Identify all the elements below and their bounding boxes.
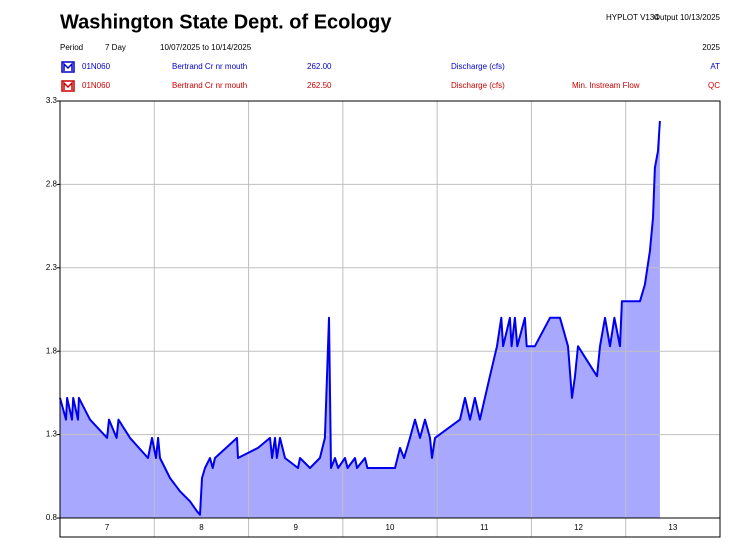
legend-note: Min. Instream Flow <box>572 81 640 90</box>
plot-area: 0.8 1.3 1.8 2.3 2.8 3.3 7 8 9 10 11 12 13 <box>46 96 721 538</box>
plot-border <box>59 100 721 538</box>
legend-parameter: Discharge (cfs) <box>451 62 505 71</box>
output-date: Output 10/13/2025 <box>654 13 721 22</box>
legend-parameter: Discharge (cfs) <box>451 81 505 90</box>
program: HYPLOT V134 <box>606 13 659 22</box>
y-tick-label: 2.3 <box>46 263 58 272</box>
x-tick-label: 11 <box>480 523 489 532</box>
legend-flag: AT <box>710 62 720 71</box>
y-tick-label: 1.8 <box>46 346 58 355</box>
legend-name: Bertrand Cr nr mouth <box>172 81 247 90</box>
line <box>59 120 661 516</box>
period-label: Period <box>60 43 83 52</box>
y-tick-label: 2.8 <box>46 180 58 189</box>
y-tick-label: 0.8 <box>46 513 58 522</box>
legend: 01N060 Bertrand Cr nr mouth 262.00 Discharg… <box>61 61 720 92</box>
x-tick-label: 13 <box>668 523 677 532</box>
x-tick-label: 10 <box>386 523 395 532</box>
legend-site: 01N060 <box>82 81 111 90</box>
year: 2025 <box>702 43 720 52</box>
x-tick-label: 9 <box>293 523 298 532</box>
legend-site: 01N060 <box>82 62 111 71</box>
date-range: 10/07/2025 to 10/14/2025 <box>160 43 252 52</box>
chart-title: Washington State Dept. of Ecology <box>60 11 392 33</box>
legend-code: 262.00 <box>307 62 332 71</box>
legend-icon-mark <box>63 81 73 90</box>
period: 7 Day <box>105 43 126 52</box>
area <box>60 121 660 518</box>
legend-flag: QC <box>708 81 720 90</box>
y-tick-label: 1.3 <box>46 430 58 439</box>
y-tick-label: 3.3 <box>46 96 58 105</box>
legend-code: 262.50 <box>307 81 332 90</box>
legend-icon-mark <box>63 62 73 71</box>
legend-name: Bertrand Cr nr mouth <box>172 62 247 71</box>
x-tick-label: 7 <box>105 523 110 532</box>
x-tick-label: 8 <box>199 523 204 532</box>
x-tick-label: 12 <box>574 523 583 532</box>
